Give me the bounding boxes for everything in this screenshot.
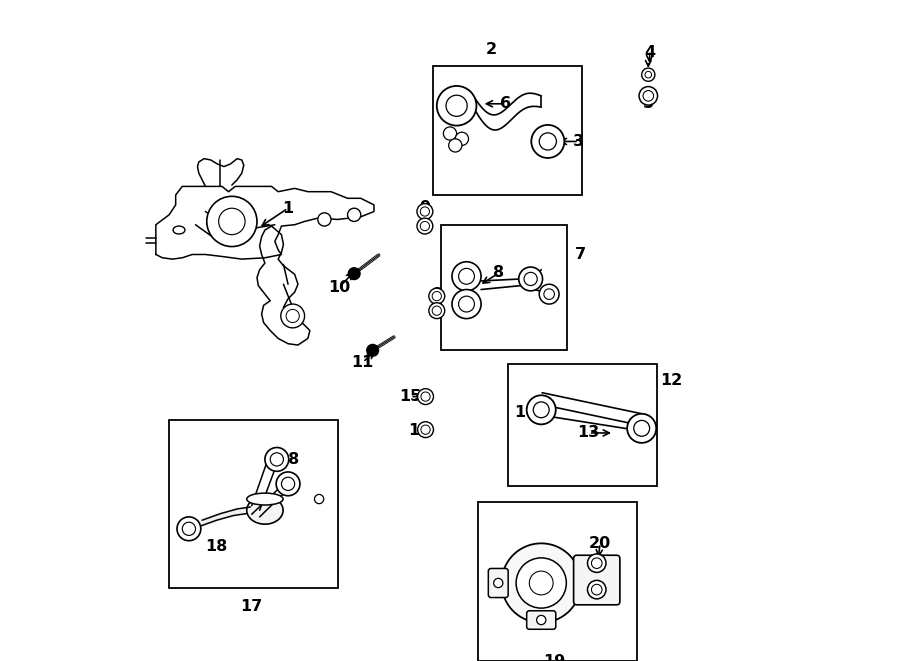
Circle shape <box>428 303 445 319</box>
Circle shape <box>539 133 556 150</box>
Circle shape <box>432 292 441 301</box>
Ellipse shape <box>247 493 284 505</box>
FancyBboxPatch shape <box>573 555 620 605</box>
Circle shape <box>183 522 195 535</box>
Text: 15: 15 <box>400 389 421 404</box>
Text: 18: 18 <box>277 452 300 467</box>
Circle shape <box>314 494 324 504</box>
Circle shape <box>421 392 430 401</box>
Text: 7: 7 <box>575 247 586 262</box>
Text: 9: 9 <box>419 200 430 215</box>
Circle shape <box>436 86 476 126</box>
Text: 6: 6 <box>500 97 511 111</box>
Circle shape <box>420 207 429 216</box>
Circle shape <box>428 288 445 304</box>
FancyBboxPatch shape <box>489 568 508 598</box>
Text: 12: 12 <box>661 373 682 387</box>
Circle shape <box>418 422 434 438</box>
Text: 9: 9 <box>431 287 442 301</box>
Circle shape <box>501 543 580 623</box>
Text: 13: 13 <box>578 426 600 440</box>
Circle shape <box>459 296 474 312</box>
Text: 18: 18 <box>205 539 228 554</box>
Circle shape <box>286 309 300 323</box>
Circle shape <box>281 304 304 328</box>
Circle shape <box>493 578 503 588</box>
Bar <box>508 364 657 486</box>
Ellipse shape <box>247 496 284 524</box>
Text: 10: 10 <box>328 280 350 295</box>
Text: 14: 14 <box>408 424 430 438</box>
Ellipse shape <box>173 226 184 234</box>
Circle shape <box>524 272 537 286</box>
Circle shape <box>588 580 606 599</box>
Text: 1: 1 <box>283 201 293 215</box>
Circle shape <box>534 402 549 418</box>
Circle shape <box>420 221 429 231</box>
Circle shape <box>452 290 482 319</box>
Bar <box>479 502 637 661</box>
Circle shape <box>318 213 331 226</box>
Circle shape <box>432 306 441 315</box>
Circle shape <box>591 584 602 595</box>
Circle shape <box>455 132 469 145</box>
Circle shape <box>642 68 655 81</box>
Circle shape <box>645 71 652 78</box>
Circle shape <box>177 517 201 541</box>
Text: 4: 4 <box>644 46 655 60</box>
Circle shape <box>446 95 467 116</box>
Circle shape <box>417 204 433 219</box>
Circle shape <box>270 453 284 466</box>
Text: 20: 20 <box>589 536 611 551</box>
Bar <box>441 225 567 350</box>
Circle shape <box>417 218 433 234</box>
Text: 3: 3 <box>573 134 584 149</box>
Circle shape <box>588 554 606 572</box>
Circle shape <box>627 414 656 443</box>
Circle shape <box>366 344 379 356</box>
Circle shape <box>531 125 564 158</box>
Circle shape <box>634 420 650 436</box>
Circle shape <box>418 389 434 405</box>
Circle shape <box>516 558 566 608</box>
Circle shape <box>348 268 360 280</box>
Text: 2: 2 <box>485 42 497 57</box>
Circle shape <box>643 91 653 101</box>
Circle shape <box>444 127 456 140</box>
Text: 16: 16 <box>514 405 536 420</box>
Text: 11: 11 <box>352 355 374 369</box>
Circle shape <box>449 139 462 152</box>
Text: 5: 5 <box>643 97 654 111</box>
Circle shape <box>518 267 543 291</box>
Circle shape <box>539 284 559 304</box>
Circle shape <box>591 558 602 568</box>
Circle shape <box>282 477 294 490</box>
Circle shape <box>452 262 482 291</box>
Circle shape <box>265 447 289 471</box>
Circle shape <box>526 395 556 424</box>
Circle shape <box>347 208 361 221</box>
Bar <box>434 66 582 195</box>
Circle shape <box>219 208 245 235</box>
Circle shape <box>529 571 554 595</box>
Circle shape <box>421 425 430 434</box>
Circle shape <box>639 87 658 105</box>
Text: 19: 19 <box>544 654 565 661</box>
Circle shape <box>536 615 545 625</box>
Text: 17: 17 <box>240 600 263 614</box>
Circle shape <box>207 196 257 247</box>
Circle shape <box>544 289 554 299</box>
Circle shape <box>459 268 474 284</box>
FancyBboxPatch shape <box>526 611 556 629</box>
Bar <box>169 420 338 588</box>
Circle shape <box>276 472 300 496</box>
Text: 8: 8 <box>493 266 505 280</box>
